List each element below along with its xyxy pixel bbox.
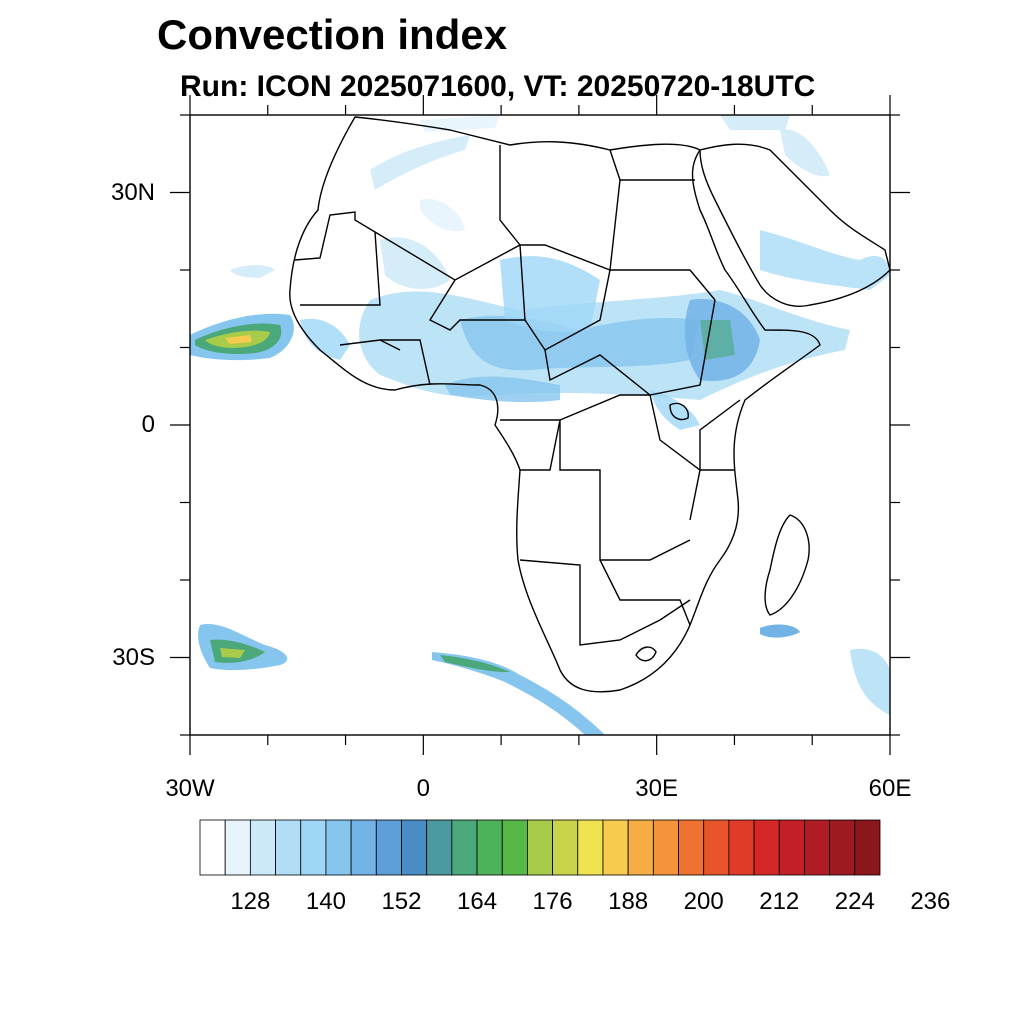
colorbar-bin [577,819,604,876]
plot-frame [189,114,891,736]
colorbar-bin [703,819,730,876]
colorbar-bin [224,819,251,876]
colorbar-bin [375,819,402,876]
lat-label: 30S [112,643,155,671]
colorbar-label: 152 [381,888,422,915]
colorbar-bin [426,819,453,876]
colorbar-bin [602,819,629,876]
colorbar-bin [275,819,302,876]
colorbar-label: 128 [230,888,271,915]
colorbar-bin [728,819,755,876]
colorbar-bin [854,819,881,876]
colorbar-bin [627,819,654,876]
colorbar-label: 176 [532,888,573,915]
colorbar-bin [652,819,679,876]
colorbar-bin [778,819,805,876]
colorbar-bin [325,819,352,876]
lat-label: 0 [141,411,155,438]
colorbar [199,819,881,876]
map-title: Convection index [157,11,508,58]
colorbar-label: 164 [457,888,498,915]
colorbar-bin [804,819,831,876]
colorbar-label: 236 [910,888,951,915]
colorbar-bin [401,819,428,876]
colorbar-label: 140 [305,888,346,915]
colorbar-label: 200 [683,888,724,915]
lon-label: 0 [416,775,430,802]
colorbar-bin [300,819,327,876]
colorbar-bin [829,819,856,876]
colorbar-bin [249,819,276,876]
lon-label: 30E [635,775,678,802]
colorbar-bin [350,819,377,876]
colorbar-bin [476,819,503,876]
map-subtitle: Run: ICON 2025071600, VT: 20250720-18UTC [180,70,816,103]
colorbar-label: 212 [759,888,800,915]
lat-label: 30N [110,178,155,206]
colorbar-bin [753,819,780,876]
lon-label: 60E [868,775,912,802]
lon-label: 30W [165,775,215,802]
colorbar-label: 224 [834,888,875,915]
convection-field [190,115,890,735]
colorbar-bin [451,819,478,876]
colorbar-bin [527,819,553,876]
axis-ticks [170,95,910,755]
colorbar-label: 188 [608,888,649,915]
colorbar-bin [199,819,226,876]
coastlines-and-borders [289,116,891,693]
colorbar-bin [552,819,579,876]
colorbar-bin [678,819,705,876]
colorbar-bin [501,819,528,876]
